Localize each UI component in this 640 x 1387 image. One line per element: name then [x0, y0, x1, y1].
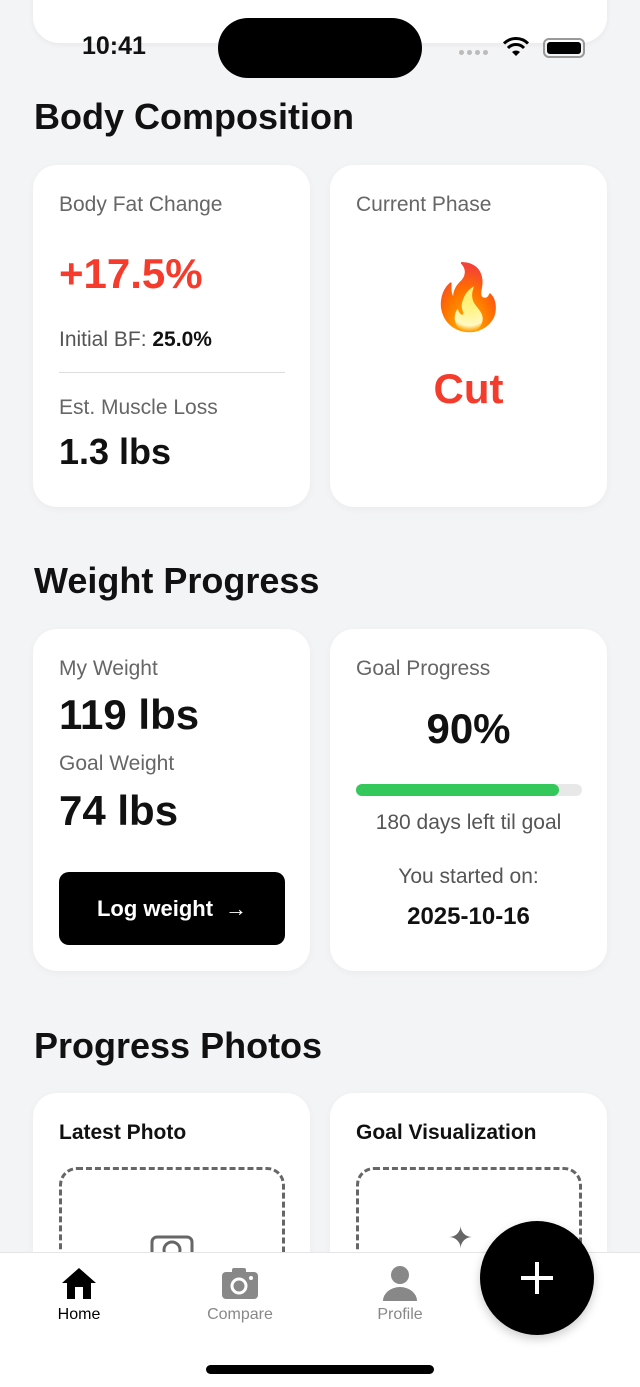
arrow-right-icon: → [225, 895, 248, 921]
goal-weight-value: 74 lbs [59, 787, 179, 834]
started-date: 2025-10-16 [407, 903, 530, 930]
goal-progress-percent: 90% [426, 705, 511, 752]
section-title-body-composition: Body Composition [34, 96, 354, 137]
bottom-nav: Home Compare Profile [0, 1252, 640, 1387]
sparkles-icon: ✦ [448, 1222, 474, 1255]
goal-progress-bar [356, 784, 582, 796]
my-weight-value: 119 lbs [59, 691, 200, 738]
goal-weight-label: Goal Weight [59, 752, 175, 775]
nav-compare[interactable]: Compare [180, 1265, 300, 1324]
initial-bf-value: 25.0% [152, 328, 212, 351]
body-fat-card: Body Fat Change +17.5% Initial BF: 25.0%… [33, 165, 310, 507]
nav-compare-label: Compare [207, 1306, 273, 1323]
dynamic-island [218, 18, 422, 78]
divider [59, 372, 285, 373]
add-button[interactable] [480, 1221, 594, 1335]
nav-profile-label: Profile [377, 1306, 423, 1323]
latest-photo-title: Latest Photo [59, 1121, 187, 1144]
goal-progress-card: Goal Progress 90% 180 days left til goal… [330, 629, 607, 971]
signal-icon [459, 50, 488, 55]
nav-home[interactable]: Home [19, 1265, 139, 1324]
person-icon [383, 1266, 417, 1301]
wifi-icon [503, 37, 529, 56]
phase-card: Current Phase 🔥 Cut [330, 165, 607, 507]
plus-icon [521, 1262, 553, 1294]
goal-visualization-title: Goal Visualization [356, 1121, 537, 1144]
nav-profile[interactable]: Profile [340, 1265, 460, 1324]
days-left-text: 180 days left til goal [375, 811, 562, 834]
home-icon [62, 1268, 96, 1299]
status-time: 10:41 [82, 32, 146, 60]
weight-card: My Weight 119 lbs Goal Weight 74 lbs Log… [33, 629, 310, 971]
my-weight-label: My Weight [59, 657, 158, 680]
photo-placeholder[interactable] [59, 1167, 285, 1287]
body-fat-label: Body Fat Change [59, 193, 223, 216]
fire-icon: 🔥 [428, 261, 509, 333]
visualization-placeholder[interactable] [356, 1167, 582, 1287]
camera-icon [222, 1268, 258, 1299]
section-title-weight-progress: Weight Progress [34, 560, 320, 601]
log-weight-button[interactable]: Log weight → [59, 872, 285, 945]
goal-progress-fill [356, 784, 560, 796]
home-indicator[interactable] [206, 1365, 434, 1374]
phase-value: Cut [433, 365, 504, 412]
nav-home-label: Home [57, 1306, 101, 1323]
initial-bf-label: Initial BF: [59, 328, 147, 351]
phase-label: Current Phase [356, 193, 492, 216]
section-title-progress-photos: Progress Photos [34, 1025, 323, 1066]
goal-progress-label: Goal Progress [356, 657, 491, 680]
battery-icon [543, 38, 585, 58]
muscle-loss-value: 1.3 lbs [59, 431, 172, 472]
started-label: You started on: [398, 865, 539, 888]
log-weight-label: Log weight [96, 895, 214, 921]
body-fat-value: +17.5% [59, 250, 203, 297]
muscle-loss-label: Est. Muscle Loss [59, 396, 218, 419]
